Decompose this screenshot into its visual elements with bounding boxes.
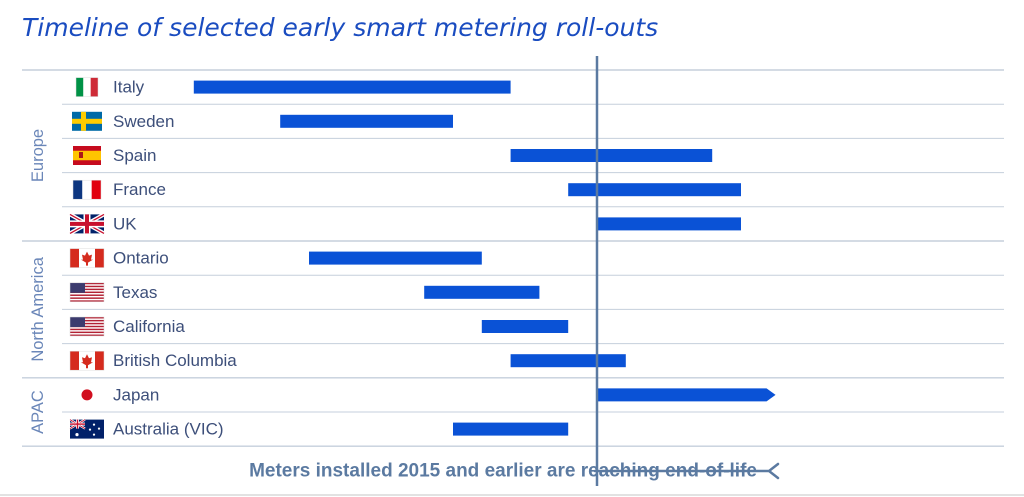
spain-flag-icon [73,146,101,165]
rows-layer: Europe North America APAC Italy Sweden Spain F… [22,69,1004,447]
bar-france [568,183,741,197]
row-label: Italy [113,78,145,97]
row-label: California [113,317,185,336]
row-label: Sweden [113,112,174,131]
row-label: Spain [113,146,156,165]
bar-australia-vic [453,422,569,436]
row-label: Japan [113,385,159,404]
canada-flag-icon [69,350,105,371]
canada-flag-icon [69,248,105,268]
australia-flag-icon [69,418,104,439]
japan-flag-icon [81,389,93,401]
bar-uk [597,217,741,231]
bar-california [481,320,569,333]
group-label-apac: APAC [29,390,47,434]
row-label: France [113,180,166,199]
bar-british-columbia [510,354,626,368]
group-label-north-america: North America [29,256,47,361]
bar-japan [597,388,776,402]
group-label-europe: Europe [29,129,47,182]
bars-layer [193,80,776,436]
france-flag-icon [72,179,102,200]
row-label: Ontario [113,249,169,268]
left-arrow-icon [593,462,780,480]
row-label: British Columbia [113,351,237,370]
end-of-life-annotation: Meters installed 2015 and earlier are re… [249,461,757,482]
reference-layer: Meters installed 2015 and earlier are re… [0,56,1024,496]
bar-ontario [309,251,482,265]
usa-flag-icon [69,316,105,337]
usa-flag-icon [69,282,105,303]
row-label: Texas [113,283,157,302]
uk-flag-icon [69,212,105,236]
italy-flag-icon [75,77,99,97]
row-label: UK [113,214,137,233]
bar-italy [193,80,511,94]
bar-spain [510,149,713,162]
chart-title: Timeline of selected early smart meterin… [22,13,658,42]
row-label: Australia (VIC) [113,420,224,439]
bar-texas [424,285,540,299]
sweden-flag-icon [72,111,102,131]
bar-sweden [280,114,453,128]
